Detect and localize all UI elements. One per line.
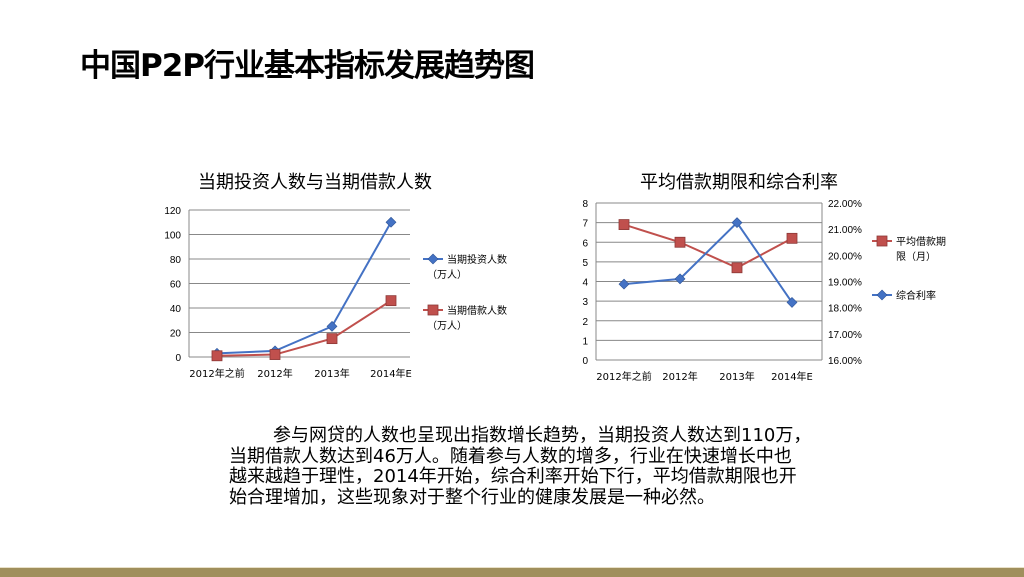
y2-tick-label: 19.00% xyxy=(828,278,862,289)
y-tick-label: 2 xyxy=(582,317,588,328)
y-tick-label: 6 xyxy=(582,238,588,249)
data-point-diamond xyxy=(427,253,439,265)
data-point-diamond xyxy=(786,297,798,308)
data-point-square xyxy=(786,232,798,244)
y-tick-label: 120 xyxy=(164,206,181,217)
paragraph-line: 当期借款人数达到46万人。随着参与人数的增多，行业在快速增长中也 xyxy=(229,445,792,467)
bottom-bar xyxy=(0,567,1024,577)
series-line xyxy=(623,223,793,269)
data-point-diamond xyxy=(731,217,743,229)
y-tick-label: 1 xyxy=(582,336,588,347)
data-point-diamond xyxy=(674,273,686,285)
data-point-square xyxy=(385,295,397,307)
chart2-title: 平均借款期限和综合利率 xyxy=(640,172,838,193)
legend-label: 综合利率 xyxy=(896,289,936,302)
x-tick-label: 2013年 xyxy=(719,370,754,383)
legend-label: 当期投资人数 xyxy=(447,253,507,266)
y2-tick-label: 20.00% xyxy=(828,251,862,262)
x-tick-label: 2014年E xyxy=(370,367,412,380)
x-tick-label: 2012年之前 xyxy=(189,367,244,380)
y-tick-label: 7 xyxy=(582,219,588,230)
data-point-square xyxy=(269,349,281,360)
data-point-diamond xyxy=(876,289,888,301)
chart1-title: 当期投资人数与当期借款人数 xyxy=(198,172,432,193)
legend-label: （万人） xyxy=(427,320,467,332)
y-tick-label: 5 xyxy=(582,258,588,269)
paragraph-line: 越来越趋于理性，2014年开始，综合利率开始下行，平均借款期限也开 xyxy=(229,466,797,487)
slide-title: 中国P2P行业基本指标发展趋势图 xyxy=(80,48,535,84)
series-line xyxy=(216,221,392,355)
data-point-square xyxy=(876,235,888,247)
body-paragraph: 参与网贷的人数也呈现出指数增长趋势，当期投资人数达到110万， 当期借款人数达到… xyxy=(229,425,812,508)
y-tick-label: 20 xyxy=(170,329,182,340)
paragraph-line: 参与网贷的人数也呈现出指数增长趋势，当期投资人数达到110万， xyxy=(273,425,812,446)
series-line xyxy=(216,299,392,357)
data-point-diamond xyxy=(618,278,630,290)
x-tick-label: 2013年 xyxy=(314,367,349,380)
data-point-diamond xyxy=(385,216,397,228)
y-tick-label: 4 xyxy=(582,278,588,289)
legend-label: 平均借款期 xyxy=(896,235,946,248)
y2-tick-label: 18.00% xyxy=(828,304,862,315)
y-tick-label: 40 xyxy=(170,304,182,315)
y-tick-label: 100 xyxy=(164,231,181,242)
y-tick-label: 0 xyxy=(582,356,588,367)
y-tick-label: 60 xyxy=(170,280,182,291)
x-tick-label: 2012年 xyxy=(662,370,697,383)
legend-label: 限（月） xyxy=(896,251,936,263)
y-tick-label: 0 xyxy=(175,353,181,364)
data-point-square xyxy=(618,219,630,230)
legend-label: 当期借款人数 xyxy=(447,304,507,317)
x-tick-label: 2014年E xyxy=(771,370,813,383)
data-point-square xyxy=(427,304,439,316)
y2-tick-label: 17.00% xyxy=(828,330,862,341)
y-tick-label: 80 xyxy=(170,255,182,266)
y-tick-label: 3 xyxy=(582,297,588,308)
x-tick-label: 2012年 xyxy=(257,367,292,380)
legend-label: （万人） xyxy=(427,269,467,281)
y2-tick-label: 22.00% xyxy=(828,199,862,210)
y2-tick-label: 21.00% xyxy=(828,225,862,236)
data-point-square xyxy=(326,333,338,345)
x-tick-label: 2012年之前 xyxy=(596,370,651,383)
data-point-square xyxy=(674,236,686,248)
data-point-square xyxy=(731,262,743,274)
series-line xyxy=(623,221,793,304)
y2-tick-label: 16.00% xyxy=(828,356,862,367)
data-point-diamond xyxy=(326,320,338,332)
data-point-square xyxy=(211,350,223,362)
paragraph-line: 始合理增加，这些现象对于整个行业的健康发展是一种必然。 xyxy=(229,486,715,508)
y-tick-label: 8 xyxy=(582,199,588,210)
